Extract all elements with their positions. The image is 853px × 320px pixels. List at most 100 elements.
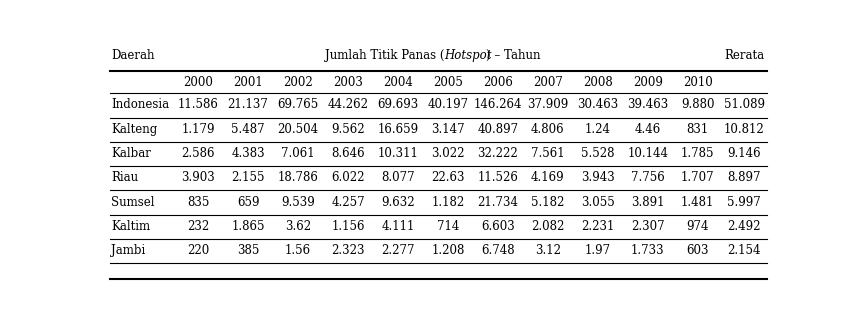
Text: 2000: 2000 [183,76,212,89]
Text: 18.786: 18.786 [277,171,318,184]
Text: 2005: 2005 [432,76,462,89]
Text: 2.307: 2.307 [630,220,664,233]
Text: Kalteng: Kalteng [111,123,158,136]
Text: 10.311: 10.311 [377,147,418,160]
Text: 2009: 2009 [632,76,662,89]
Text: 1.97: 1.97 [584,244,610,257]
Text: 714: 714 [436,220,459,233]
Text: 974: 974 [686,220,708,233]
Text: 2007: 2007 [532,76,562,89]
Text: 32.222: 32.222 [477,147,518,160]
Text: 2.231: 2.231 [581,220,614,233]
Text: 1.733: 1.733 [630,244,664,257]
Text: 11.526: 11.526 [477,171,518,184]
Text: 5.487: 5.487 [231,123,264,136]
Text: 1.56: 1.56 [285,244,310,257]
Text: 2004: 2004 [383,76,412,89]
Text: 22.63: 22.63 [431,171,464,184]
Text: 2010: 2010 [682,76,711,89]
Text: 37.909: 37.909 [526,98,568,111]
Text: 2006: 2006 [483,76,513,89]
Text: 1.179: 1.179 [181,123,215,136]
Text: 220: 220 [187,244,209,257]
Text: 385: 385 [236,244,259,257]
Text: 4.257: 4.257 [331,196,364,209]
Text: Hotspot: Hotspot [444,49,491,62]
Text: 2.082: 2.082 [531,220,564,233]
Text: 1.865: 1.865 [231,220,264,233]
Text: 2.492: 2.492 [727,220,760,233]
Text: 2003: 2003 [333,76,363,89]
Text: 2.154: 2.154 [727,244,760,257]
Text: 3.62: 3.62 [285,220,310,233]
Text: 9.562: 9.562 [331,123,364,136]
Text: 51.089: 51.089 [722,98,763,111]
Text: 831: 831 [686,123,708,136]
Text: 21.137: 21.137 [228,98,268,111]
Text: Jumlah Titik Panas (: Jumlah Titik Panas ( [325,49,444,62]
Text: Kalbar: Kalbar [111,147,151,160]
Text: 39.463: 39.463 [626,98,668,111]
Text: 3.903: 3.903 [181,171,215,184]
Text: 9.146: 9.146 [727,147,760,160]
Text: 10.144: 10.144 [627,147,668,160]
Text: 8.646: 8.646 [331,147,364,160]
Text: 232: 232 [187,220,209,233]
Text: 1.707: 1.707 [680,171,714,184]
Text: 4.46: 4.46 [634,123,660,136]
Text: 2.323: 2.323 [331,244,364,257]
Text: 2.277: 2.277 [380,244,415,257]
Text: Riau: Riau [111,171,138,184]
Text: 5.528: 5.528 [580,147,614,160]
Text: 3.943: 3.943 [580,171,614,184]
Text: 40.897: 40.897 [477,123,518,136]
Text: Indonesia: Indonesia [111,98,169,111]
Text: 3.022: 3.022 [431,147,464,160]
Text: 4.169: 4.169 [531,171,564,184]
Text: 3.12: 3.12 [534,244,560,257]
Text: 11.586: 11.586 [177,98,218,111]
Text: 9.880: 9.880 [680,98,714,111]
Text: 5.182: 5.182 [531,196,564,209]
Text: 40.197: 40.197 [426,98,468,111]
Text: Rerata: Rerata [723,49,763,62]
Text: 1.208: 1.208 [431,244,464,257]
Text: 3.055: 3.055 [580,196,614,209]
Text: 7.756: 7.756 [630,171,664,184]
Text: 2002: 2002 [283,76,312,89]
Text: 9.632: 9.632 [380,196,415,209]
Text: Jambi: Jambi [111,244,146,257]
Text: 1.785: 1.785 [680,147,714,160]
Text: 16.659: 16.659 [377,123,418,136]
Text: 146.264: 146.264 [473,98,521,111]
Text: 6.748: 6.748 [480,244,514,257]
Text: ) – Tahun: ) – Tahun [485,49,540,62]
Text: Kaltim: Kaltim [111,220,150,233]
Text: 7.061: 7.061 [281,147,315,160]
Text: 5.997: 5.997 [727,196,760,209]
Text: 2.155: 2.155 [231,171,264,184]
Text: Sumsel: Sumsel [111,196,154,209]
Text: Daerah: Daerah [111,49,154,62]
Text: 2001: 2001 [233,76,263,89]
Text: 44.262: 44.262 [327,98,368,111]
Text: 6.603: 6.603 [480,220,514,233]
Text: 659: 659 [236,196,259,209]
Text: 2008: 2008 [583,76,612,89]
Text: 8.077: 8.077 [380,171,415,184]
Text: 8.897: 8.897 [727,171,760,184]
Text: 6.022: 6.022 [331,171,364,184]
Text: 835: 835 [187,196,209,209]
Text: 9.539: 9.539 [281,196,315,209]
Text: 10.812: 10.812 [722,123,763,136]
Text: 7.561: 7.561 [531,147,564,160]
Text: 4.111: 4.111 [380,220,415,233]
Text: 1.481: 1.481 [681,196,714,209]
Text: 1.156: 1.156 [331,220,364,233]
Text: 20.504: 20.504 [277,123,318,136]
Text: 1.24: 1.24 [584,123,610,136]
Text: 21.734: 21.734 [477,196,518,209]
Text: 3.147: 3.147 [431,123,464,136]
Text: 30.463: 30.463 [577,98,618,111]
Text: 603: 603 [686,244,708,257]
